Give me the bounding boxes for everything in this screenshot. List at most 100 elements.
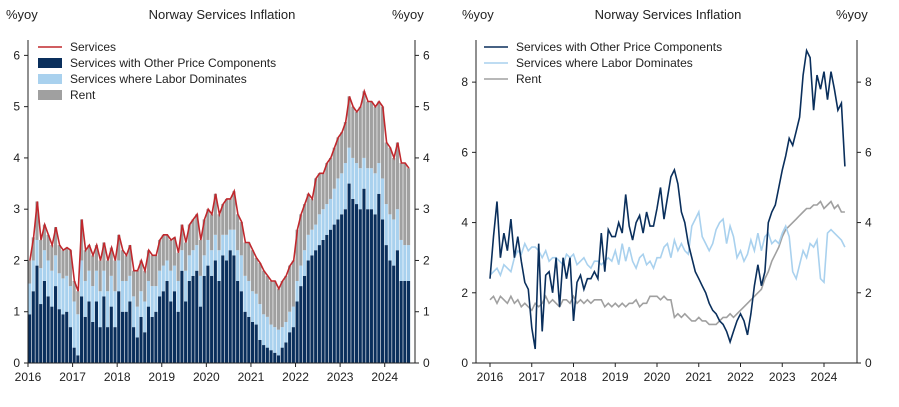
bar-labor bbox=[35, 239, 39, 266]
bar-labor bbox=[358, 168, 362, 210]
bar-other bbox=[280, 347, 284, 363]
bar-rent bbox=[269, 280, 273, 325]
bar-rent bbox=[347, 96, 351, 148]
bar-rent bbox=[158, 239, 162, 271]
bar-rent bbox=[146, 250, 151, 281]
bar-other bbox=[128, 301, 132, 363]
bar-rent bbox=[72, 280, 76, 302]
bar-labor bbox=[407, 245, 411, 281]
left-x-tick-label: 2019 bbox=[148, 370, 175, 384]
bar-rent bbox=[120, 250, 125, 281]
bar-other bbox=[351, 198, 355, 363]
bar-rent bbox=[340, 132, 344, 174]
bar-rent bbox=[317, 173, 321, 215]
bar-rent bbox=[373, 106, 377, 174]
bar-labor bbox=[295, 280, 299, 302]
bar-other bbox=[373, 214, 377, 363]
bar-other bbox=[250, 321, 255, 363]
bar-labor bbox=[291, 306, 295, 328]
bar-labor bbox=[328, 198, 333, 230]
bar-other bbox=[232, 255, 236, 363]
bar-labor bbox=[65, 275, 69, 312]
bar-labor bbox=[317, 214, 321, 246]
bar-labor bbox=[306, 234, 310, 261]
bar-other bbox=[68, 327, 72, 363]
left-y2-axis-label: %yoy bbox=[392, 7, 424, 22]
bar-rent bbox=[232, 191, 236, 230]
bar-labor bbox=[187, 255, 191, 281]
right-y-tick-label: 2 bbox=[461, 286, 468, 300]
bar-labor bbox=[42, 250, 46, 281]
bar-rent bbox=[243, 242, 247, 276]
bar-labor bbox=[213, 234, 217, 261]
bar-rent bbox=[213, 193, 217, 235]
bar-other bbox=[198, 306, 203, 363]
right-y2-tick-label: 0 bbox=[865, 356, 872, 370]
bar-labor bbox=[202, 255, 206, 276]
bar-other bbox=[80, 296, 84, 363]
left-y-tick-label: 3 bbox=[13, 202, 20, 216]
bar-other bbox=[87, 301, 91, 363]
bar-rent bbox=[143, 270, 147, 302]
bar-rent bbox=[310, 198, 314, 230]
bar-other bbox=[54, 286, 58, 363]
bar-rent bbox=[161, 234, 165, 266]
bar-labor bbox=[262, 314, 266, 346]
bar-rent bbox=[76, 291, 80, 315]
bar-rent bbox=[117, 234, 121, 261]
bar-other bbox=[384, 245, 388, 363]
bar-rent bbox=[28, 260, 32, 284]
bar-other bbox=[102, 296, 106, 363]
bar-rent bbox=[328, 157, 333, 199]
bar-rent bbox=[325, 163, 329, 205]
bar-labor bbox=[80, 260, 84, 297]
right-x-tick-label: 2018 bbox=[560, 370, 587, 384]
legend-services-label: Services bbox=[70, 40, 116, 54]
bar-labor bbox=[31, 260, 35, 292]
bar-rent bbox=[224, 198, 229, 235]
bar-other bbox=[262, 345, 266, 363]
left-bars bbox=[28, 91, 411, 363]
bar-rent bbox=[302, 204, 307, 251]
services-line bbox=[29, 88, 410, 292]
bar-labor bbox=[158, 270, 162, 297]
bar-rent bbox=[321, 173, 325, 210]
bar-labor bbox=[161, 265, 165, 292]
rent-line bbox=[489, 200, 845, 326]
bar-rent bbox=[154, 255, 158, 287]
bar-rent bbox=[31, 237, 35, 261]
left-legend: Services Services with Other Price Compo… bbox=[38, 40, 276, 102]
bar-other bbox=[217, 280, 221, 363]
bar-rent bbox=[57, 245, 61, 274]
bar-rent bbox=[46, 234, 50, 261]
right-x-tick-label: 2021 bbox=[685, 370, 712, 384]
bar-labor bbox=[284, 321, 288, 343]
bar-rent bbox=[39, 239, 43, 269]
bar-labor bbox=[143, 301, 147, 333]
bar-labor bbox=[91, 286, 95, 322]
bar-rent bbox=[351, 106, 355, 158]
left-x-tick-label: 2020 bbox=[193, 370, 220, 384]
bar-other bbox=[65, 311, 69, 363]
bar-other bbox=[321, 239, 325, 363]
bar-labor bbox=[340, 173, 344, 215]
bar-rent bbox=[407, 168, 411, 246]
bar-labor bbox=[169, 270, 173, 302]
bar-labor bbox=[321, 209, 325, 240]
bar-rent bbox=[399, 163, 403, 240]
bar-labor bbox=[243, 275, 247, 312]
bar-other bbox=[195, 270, 199, 363]
bar-other bbox=[61, 314, 65, 363]
bar-other bbox=[354, 204, 359, 363]
bar-labor bbox=[165, 260, 169, 281]
bar-other bbox=[184, 301, 188, 363]
bar-rent bbox=[314, 178, 318, 225]
bar-other bbox=[42, 280, 46, 363]
bar-labor bbox=[68, 286, 72, 328]
bar-rent bbox=[284, 275, 288, 322]
bar-labor bbox=[224, 234, 229, 261]
bar-labor bbox=[236, 250, 240, 281]
bar-other bbox=[113, 327, 117, 363]
bar-rent bbox=[35, 201, 39, 240]
